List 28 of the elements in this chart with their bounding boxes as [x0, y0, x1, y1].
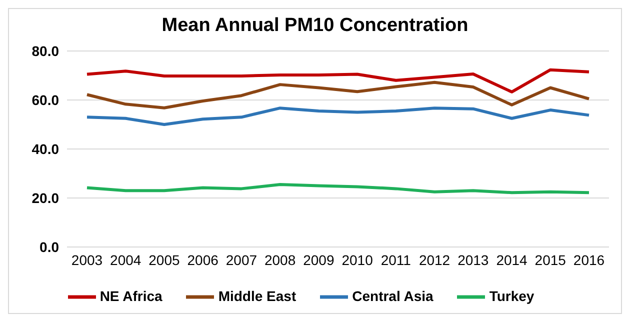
x-tick-label: 2012: [418, 252, 450, 268]
x-tick-label: 2014: [496, 252, 528, 268]
x-tick-label: 2016: [573, 252, 605, 268]
x-tick-label: 2004: [110, 252, 142, 268]
y-tick-label: 20.0: [32, 190, 60, 206]
line-series: [86, 183, 590, 194]
line-series: [86, 106, 590, 126]
y-tick-label: 60.0: [32, 92, 60, 108]
y-tick-label: 80.0: [32, 42, 60, 59]
y-tick-label: 0.0: [40, 238, 60, 255]
legend-label: Central Asia: [352, 288, 434, 304]
chart-title: Mean Annual PM10 Concentration: [160, 15, 470, 38]
line-series: [86, 80, 590, 110]
x-tick-label: 2006: [187, 252, 219, 268]
x-tick-label: 2003: [71, 252, 103, 268]
line-series: [86, 68, 590, 94]
x-tick-label: 2015: [534, 252, 566, 268]
y-tick-label: 40.0: [32, 140, 60, 157]
legend-label: NE Africa: [100, 288, 162, 304]
x-tick-label: 2007: [226, 252, 258, 268]
x-tick-label: 2013: [458, 252, 489, 268]
x-tick-label: 2010: [342, 252, 374, 268]
legend-label: Middle East: [218, 288, 296, 304]
x-tick-label: 2009: [303, 252, 334, 268]
x-tick-label: 2011: [380, 252, 412, 268]
x-tick-label: 2008: [264, 252, 296, 268]
x-tick-label: 2005: [148, 252, 180, 268]
legend-label: Turkey: [489, 288, 534, 304]
